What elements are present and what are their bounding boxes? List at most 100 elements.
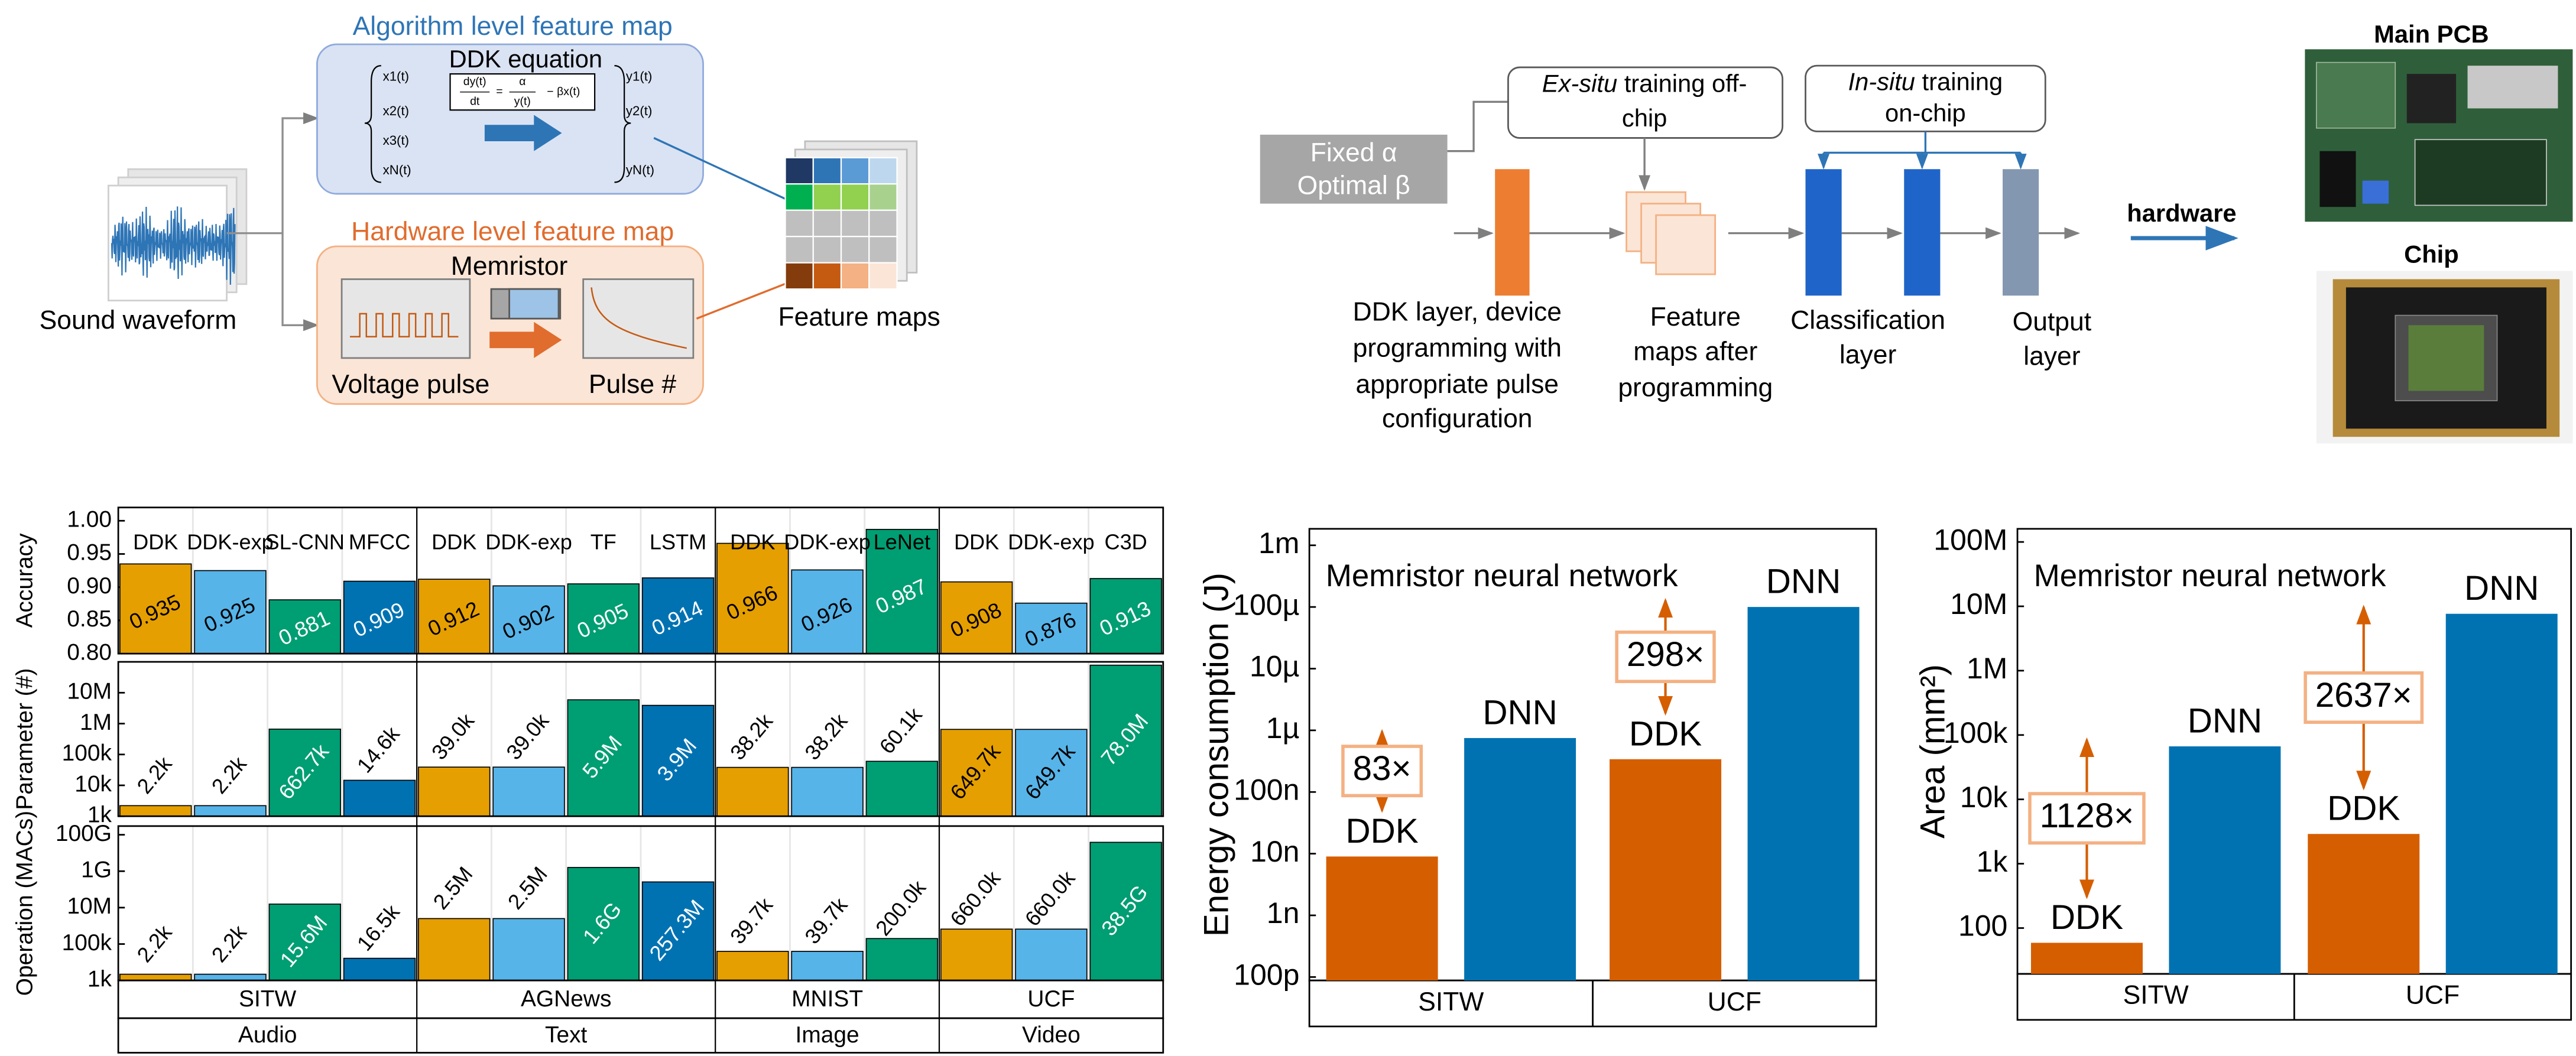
feature-cell [840, 236, 870, 264]
group-label: SITW [239, 986, 297, 1012]
output-label: Feature maps [778, 303, 940, 332]
plot-frame [117, 506, 1164, 655]
response-curve [591, 287, 687, 349]
pcb-detail [2406, 74, 2457, 124]
domain-label: Text [545, 1022, 588, 1048]
category-label: LSTM [650, 529, 706, 554]
series-label: DDK [2051, 898, 2123, 937]
pulse-box [340, 278, 471, 359]
connector [696, 281, 789, 320]
bar [268, 599, 341, 654]
series-label: DNN [1766, 563, 1841, 601]
equation-title: DDK equation [449, 45, 602, 73]
y-tick-label: 1.00 [67, 507, 112, 532]
photo-title: Chip [2404, 241, 2459, 268]
y-tick-label: 1k [1977, 845, 2009, 878]
category-label: LeNet [874, 529, 930, 554]
value-label: 660.0k [1020, 866, 1081, 931]
value-label: 2.5M [429, 862, 478, 914]
bar [2169, 746, 2281, 974]
y-axis-label: Operation (MACs) [12, 811, 38, 996]
ex-situ-label: chip [1622, 104, 1667, 132]
emphasis: Ex-situ [1542, 70, 1617, 98]
y-tick-label: 10n [1250, 835, 1299, 868]
bar [492, 585, 565, 654]
value-label: 39.0k [501, 708, 554, 764]
bar [492, 918, 565, 981]
output-signal: y1(t) [626, 69, 652, 83]
bar [268, 904, 341, 981]
bar [1015, 729, 1088, 817]
y-axis-label: Area (mm²) [1913, 664, 1952, 839]
group-label: AGNews [521, 986, 611, 1012]
connector [281, 233, 319, 332]
feature-cell [868, 262, 898, 290]
value-label: 2.5M [503, 862, 552, 914]
y-tick-label: 10M [1950, 587, 2007, 620]
connector [226, 112, 319, 235]
category-label: DDK [133, 529, 178, 554]
bar [641, 577, 715, 654]
bar [194, 805, 267, 817]
x-tick-label: UCF [2406, 981, 2460, 1010]
series-label: DNN [1482, 693, 1557, 732]
category-label: DDK-exp [784, 529, 871, 554]
chip-die [2408, 325, 2484, 391]
pcb-detail [2414, 139, 2547, 206]
plot-frame [117, 661, 1164, 817]
category-label: C3D [1104, 529, 1147, 554]
layer-label: programming with [1353, 334, 1562, 363]
training-pipeline: Fixed α Optimal β Ex-situ training off- … [1260, 20, 2573, 444]
bar [1747, 607, 1860, 981]
parameter-box [1260, 134, 1448, 204]
bar [791, 951, 864, 981]
equation-part: − βx(t) [547, 85, 580, 98]
y-tick-label: 0.85 [67, 606, 112, 632]
bar [940, 729, 1013, 817]
classification-layer [1805, 169, 1842, 296]
bar [1015, 928, 1088, 981]
y-tick-label: 1M [80, 710, 112, 735]
category-label: TF [591, 529, 617, 554]
y-tick-label: 100k [62, 740, 112, 766]
bar [194, 570, 267, 654]
layer-label: Classification [1790, 306, 1945, 334]
bar [865, 529, 939, 654]
bar [1610, 759, 1722, 981]
feature-cell [812, 157, 842, 185]
connector [1447, 100, 1508, 152]
equation-part: dt [470, 95, 480, 108]
emphasis: In-situ [1848, 68, 1915, 96]
category-label: MFCC [349, 529, 410, 554]
output-signal: y2(t) [626, 103, 652, 118]
layer-label: Output [2013, 307, 2092, 336]
value-label: 39.0k [427, 708, 479, 764]
annotation: 2637× [2315, 676, 2412, 714]
bar [641, 704, 715, 817]
domain-label: Audio [238, 1022, 297, 1048]
bar [343, 957, 416, 981]
bar [1089, 664, 1162, 817]
value-label: 60.1k [874, 703, 927, 759]
bar [492, 766, 565, 817]
arrow-label: hardware [2127, 199, 2236, 227]
bar [2030, 943, 2143, 974]
pulse-count-label: Pulse # [589, 370, 677, 399]
y-tick-label: 0.95 [67, 540, 112, 566]
y-tick-label: 1k [87, 966, 112, 992]
pulse-train [349, 313, 459, 337]
y-axis-label: Energy consumption (J) [1198, 573, 1236, 937]
bar [865, 761, 939, 817]
y-axis-label: Accuracy [12, 533, 38, 628]
value-label: 38.2k [800, 709, 852, 765]
photo-title: Main PCB [2374, 20, 2489, 48]
category-label: DDK [432, 529, 476, 554]
input-label: Sound waveform [40, 306, 237, 334]
bar [1089, 578, 1162, 654]
feature-cell [840, 262, 870, 290]
bar [1089, 841, 1162, 981]
y-tick-label: 0.90 [67, 573, 112, 599]
value-label: 16.5k [352, 899, 405, 956]
bar [567, 583, 640, 654]
